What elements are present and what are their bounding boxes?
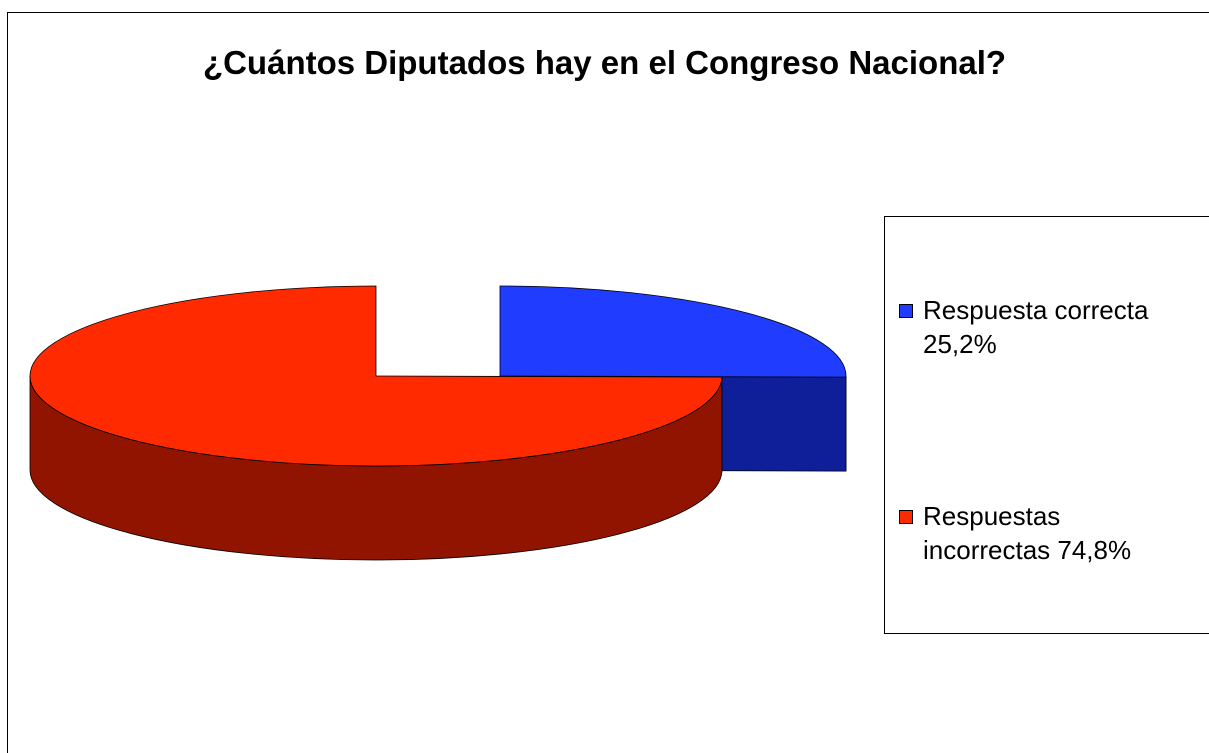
legend-label-correct: Respuesta correcta 25,2% [923, 295, 1149, 359]
pie-slice-1 [29, 285, 723, 467]
pie-slice-0 [499, 285, 847, 378]
chart-legend: Respuesta correcta 25,2% Respuestas inco… [884, 216, 1209, 634]
legend-item-correct: Respuesta correcta 25,2% [899, 293, 1199, 361]
chart-frame [7, 12, 1209, 753]
legend-label-incorrect: Respuestas incorrectas 74,8% [923, 501, 1132, 565]
legend-swatch-correct [899, 304, 913, 318]
chart-title: ¿Cuántos Diputados hay en el Congreso Na… [202, 44, 1007, 81]
legend-item-incorrect: Respuestas incorrectas 74,8% [899, 499, 1199, 567]
legend-swatch-incorrect [899, 510, 913, 524]
